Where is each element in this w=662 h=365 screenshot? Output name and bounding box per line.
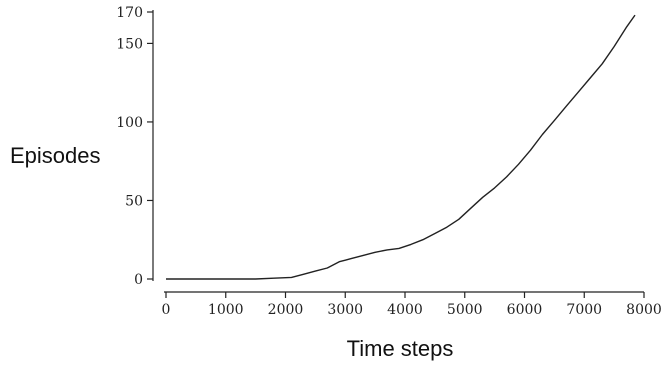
y-tick-label: 0 xyxy=(134,272,143,288)
x-tick-label: 0 xyxy=(162,302,171,318)
y-tick-label: 170 xyxy=(116,5,143,21)
y-tick-label: 150 xyxy=(116,36,143,52)
y-axis-title: Episodes xyxy=(10,143,101,168)
x-tick-label: 8000 xyxy=(626,302,662,318)
x-tick-label: 5000 xyxy=(447,302,483,318)
y-tick-label: 100 xyxy=(116,115,143,131)
x-tick-label: 4000 xyxy=(387,302,423,318)
x-tick-label: 3000 xyxy=(327,302,363,318)
x-tick-label: 2000 xyxy=(268,302,304,318)
series-line xyxy=(166,14,636,280)
x-tick-label: 6000 xyxy=(507,302,543,318)
x-tick-label: 7000 xyxy=(566,302,602,318)
x-axis-title: Time steps xyxy=(347,336,454,361)
y-tick-label: 50 xyxy=(125,193,143,209)
x-tick-label: 1000 xyxy=(208,302,244,318)
x-ticks: 0 1000 2000 3000 4000 5000 6000 7000 8000 xyxy=(162,292,662,318)
axes xyxy=(152,10,644,293)
y-ticks: 0 50 100 150 170 xyxy=(116,5,153,288)
